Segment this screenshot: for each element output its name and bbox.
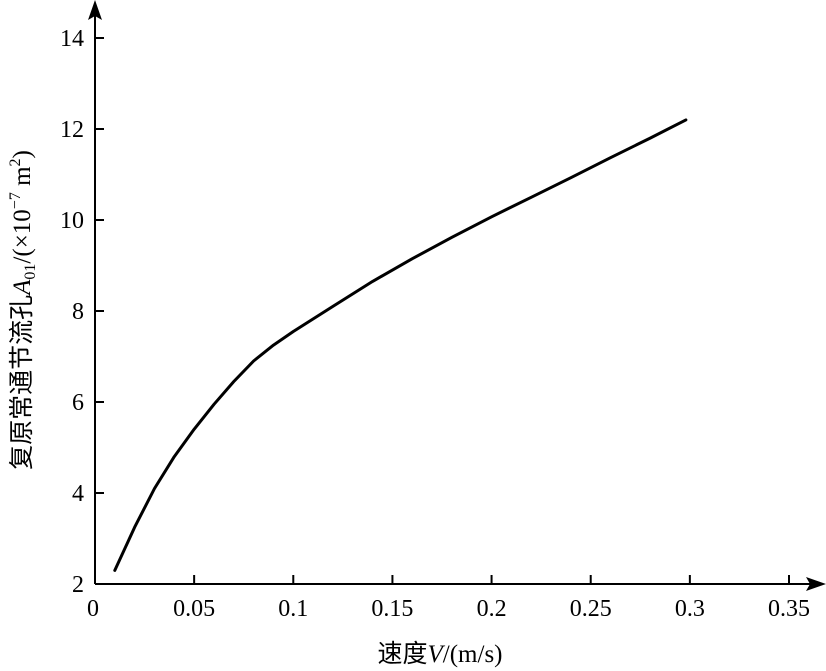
- y-axis-title: 复原常通节流孔A01/(×10−7 m2): [7, 150, 39, 470]
- x-axis-title-prefix: 速度: [377, 639, 427, 668]
- y-axis-title-symbol: A: [9, 279, 36, 297]
- axes: [88, 0, 826, 591]
- series-line: [113, 118, 688, 572]
- x-tick-label: 0.3: [675, 596, 705, 622]
- y-tick-label: 12: [60, 117, 84, 143]
- y-tick-label: 14: [60, 26, 84, 52]
- x-tick-label: 0.05: [173, 596, 215, 622]
- y-axis-title-subscript: 01: [22, 264, 39, 280]
- y-tick-label: 2: [72, 572, 84, 598]
- x-axis-title: 速度V/(m/s): [377, 639, 502, 668]
- y-axis-title-unit-close: ): [9, 150, 36, 158]
- x-axis-title-unit: /(m/s): [443, 641, 503, 668]
- y-tick-label: 10: [60, 208, 84, 234]
- x-axis-title-symbol: V: [428, 641, 446, 668]
- y-axis-title-unit-exp: −7: [7, 192, 24, 209]
- y-ticks: 2 4 6 8 10 12 14: [60, 26, 104, 598]
- y-tick-label: 6: [72, 390, 84, 416]
- y-tick-label: 8: [72, 299, 84, 325]
- x-tick-label: 0.15: [371, 596, 413, 622]
- x-tick-label: 0.1: [278, 596, 308, 622]
- y-tick-label: 4: [72, 481, 84, 507]
- y-axis-title-prefix: 复原常通节流孔: [7, 295, 36, 470]
- y-axis-title-unit-exp2: 2: [7, 158, 24, 166]
- y-axis-arrow: [88, 0, 102, 20]
- x-axis-arrow: [806, 577, 826, 591]
- x-tick-label: 0.2: [477, 596, 507, 622]
- y-axis-title-unit-mid: m: [9, 166, 36, 192]
- x-ticks: 0 0.05 0.1 0.15 0.2 0.25 0.3 0.35: [87, 575, 810, 622]
- y-axis-title-unit-open: /(×10: [9, 209, 36, 263]
- x-tick-label: 0: [87, 596, 99, 622]
- x-tick-label: 0.25: [570, 596, 612, 622]
- x-tick-label: 0.35: [768, 596, 810, 622]
